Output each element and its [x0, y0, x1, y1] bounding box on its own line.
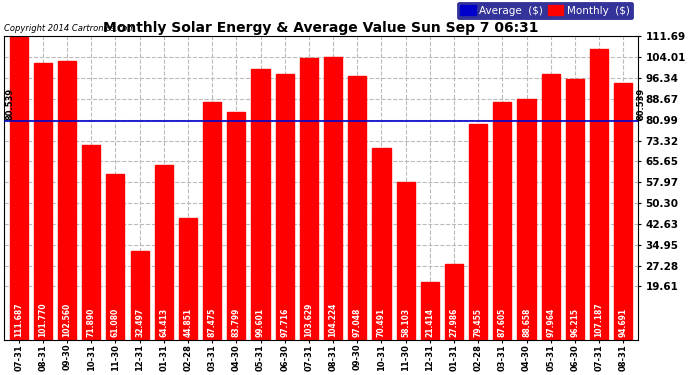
Bar: [179, 218, 197, 340]
Text: 94.691: 94.691: [619, 308, 628, 337]
Text: 21.414: 21.414: [425, 308, 434, 337]
Bar: [324, 57, 342, 340]
Bar: [227, 112, 246, 340]
Legend: Average  ($), Monthly  ($): Average ($), Monthly ($): [457, 2, 633, 19]
Text: 87.475: 87.475: [208, 308, 217, 337]
Text: 96.215: 96.215: [571, 308, 580, 337]
Bar: [542, 74, 560, 340]
Bar: [251, 69, 270, 340]
Text: 64.413: 64.413: [159, 308, 168, 337]
Text: 58.103: 58.103: [401, 308, 410, 337]
Text: 44.851: 44.851: [184, 308, 193, 337]
Text: 87.605: 87.605: [498, 308, 507, 337]
Bar: [590, 49, 608, 340]
Text: 88.658: 88.658: [522, 308, 531, 337]
Bar: [373, 148, 391, 340]
Text: 97.964: 97.964: [546, 308, 555, 337]
Bar: [421, 282, 439, 340]
Text: 79.455: 79.455: [474, 308, 483, 337]
Bar: [130, 252, 148, 340]
Bar: [34, 63, 52, 340]
Bar: [203, 102, 221, 340]
Bar: [518, 99, 535, 340]
Bar: [397, 182, 415, 340]
Bar: [566, 78, 584, 340]
Text: 71.890: 71.890: [87, 308, 96, 337]
Text: 101.770: 101.770: [39, 302, 48, 337]
Bar: [348, 76, 366, 340]
Text: 111.687: 111.687: [14, 302, 23, 337]
Text: 83.799: 83.799: [232, 308, 241, 337]
Bar: [58, 61, 76, 340]
Text: 80.539: 80.539: [6, 88, 14, 120]
Text: 32.497: 32.497: [135, 308, 144, 337]
Bar: [155, 165, 173, 340]
Bar: [493, 102, 511, 340]
Bar: [82, 144, 100, 340]
Title: Monthly Solar Energy & Average Value Sun Sep 7 06:31: Monthly Solar Energy & Average Value Sun…: [104, 21, 539, 35]
Text: 97.716: 97.716: [280, 308, 289, 337]
Text: 104.224: 104.224: [328, 303, 337, 337]
Text: 70.491: 70.491: [377, 308, 386, 337]
Text: 99.601: 99.601: [256, 308, 265, 337]
Text: Copyright 2014 Cartronics.com: Copyright 2014 Cartronics.com: [4, 24, 135, 33]
Text: 107.187: 107.187: [595, 302, 604, 337]
Bar: [445, 264, 463, 340]
Bar: [106, 174, 124, 340]
Text: 61.080: 61.080: [111, 308, 120, 337]
Bar: [275, 74, 294, 340]
Text: 97.048: 97.048: [353, 308, 362, 337]
Bar: [300, 58, 318, 340]
Bar: [10, 36, 28, 340]
Text: 80.539: 80.539: [637, 88, 646, 120]
Text: 27.986: 27.986: [449, 308, 459, 337]
Text: 102.560: 102.560: [63, 303, 72, 337]
Text: 103.629: 103.629: [304, 303, 313, 337]
Bar: [614, 82, 632, 340]
Bar: [469, 124, 487, 340]
